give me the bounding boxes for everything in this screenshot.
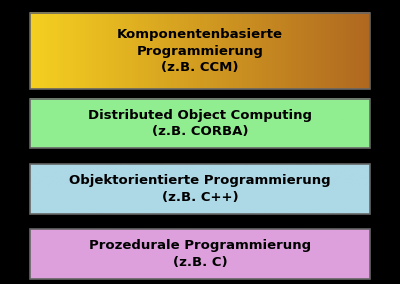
Text: Komponentenbasierte
Programmierung
(z.B. CCM): Komponentenbasierte Programmierung (z.B.… <box>117 28 283 74</box>
Text: Distributed Object Computing
(z.B. CORBA): Distributed Object Computing (z.B. CORBA… <box>88 109 312 138</box>
Bar <box>30 229 370 279</box>
Bar <box>30 164 370 214</box>
Text: Objektorientierte Programmierung
(z.B. C++): Objektorientierte Programmierung (z.B. C… <box>69 174 331 204</box>
Bar <box>30 99 370 148</box>
Text: Prozedurale Programmierung
(z.B. C): Prozedurale Programmierung (z.B. C) <box>89 239 311 269</box>
Bar <box>30 13 370 89</box>
